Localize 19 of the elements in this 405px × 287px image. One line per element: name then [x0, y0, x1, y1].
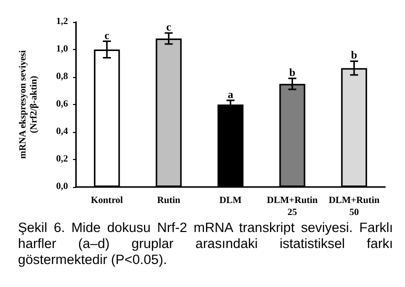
y-tick-label: 0,0 [56, 182, 68, 192]
y-tick-label: 0,4 [56, 127, 68, 137]
x-tick-label: Rutin [157, 196, 182, 206]
y-tick-label: 0,6 [56, 100, 68, 110]
y-tick-label: 1,2 [56, 17, 68, 27]
x-tick-label: DLM+Rutin 25 [266, 196, 318, 218]
y-tick-label: 0,8 [56, 72, 68, 82]
annotation: b [289, 66, 296, 79]
x-tick-label: DLM [219, 196, 242, 206]
annotation: c [104, 30, 110, 42]
annotation: c [166, 22, 172, 34]
y-tick-label: 1,0 [56, 44, 68, 54]
text: Şekil 6. Mide dokusu Nrf-2 mRNA transkript seviyesi. Farklı harfler (a–d) gruplar arasındaki istatistiksel farkı göstermektedir (P<0.05). [18, 220, 393, 268]
annotation: b [351, 50, 358, 62]
y-axis-title: mRNA ekspresyon seviyesi (Nrf2/β-aktin) [18, 50, 40, 159]
x-tick-label: Kontrol [90, 196, 124, 206]
x-tick-label: DLM+Rutin 50 [328, 196, 380, 218]
y-tick-label: 0,2 [56, 154, 68, 164]
annotation: a [228, 88, 234, 101]
